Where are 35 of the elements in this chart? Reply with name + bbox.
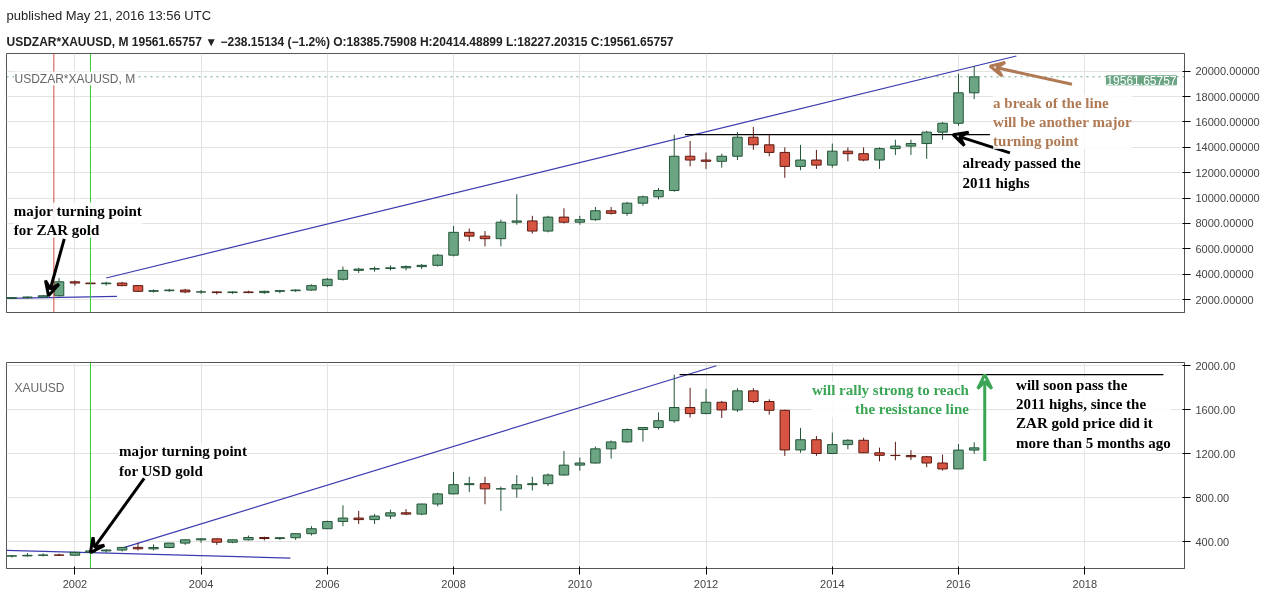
y-tick-label: 6000.00000 xyxy=(1195,242,1254,255)
ref-line-label: 19561.65757 xyxy=(1106,73,1177,88)
chart-title: published May 21, 2016 13:56 UTC xyxy=(6,7,212,23)
y-tick-label: 16000.00000 xyxy=(1195,115,1260,128)
x-tick-label: 2010 xyxy=(567,577,593,590)
y-tick-label: 14000.00000 xyxy=(1195,141,1260,154)
annotation: USDZAR*XAUUSD, M xyxy=(14,71,136,86)
y-tick-label: 1200.00 xyxy=(1195,447,1236,460)
x-tick-label: 2012 xyxy=(693,577,719,590)
y-tick-label: 12000.00000 xyxy=(1195,166,1260,179)
x-tick-label: 2002 xyxy=(62,577,88,590)
y-tick-label: 1600.00 xyxy=(1195,403,1236,416)
annotation: a break of the line will be another major turning point xyxy=(993,94,1132,150)
y-tick-label: 2000.00 xyxy=(1195,359,1236,372)
annotation: will rally strong to reach the resistance line xyxy=(812,381,970,417)
annotation: major turning point for ZAR gold xyxy=(13,202,142,238)
annotation: major turning point for USD gold xyxy=(118,443,247,479)
annotation: already passed the 2011 highs xyxy=(962,155,1081,191)
x-tick-label: 2004 xyxy=(188,577,214,590)
y-tick-label: 800.00 xyxy=(1195,491,1230,504)
y-tick-label: 8000.00000 xyxy=(1195,217,1254,230)
x-tick-label: 2008 xyxy=(441,577,466,590)
y-tick-label: 400.00 xyxy=(1195,535,1230,548)
x-tick-label: 2014 xyxy=(820,577,845,590)
y-tick-label: 20000.00000 xyxy=(1195,65,1260,78)
y-tick-label: 10000.00000 xyxy=(1195,192,1260,205)
y-tick-label: 2000.00000 xyxy=(1195,293,1254,306)
x-tick-label: 2016 xyxy=(946,577,971,590)
y-tick-label: 4000.00000 xyxy=(1195,268,1254,281)
annotation: will soon pass the 2011 highs, since the ZAR gold price did it more than 5 months ago xyxy=(1016,376,1171,451)
x-tick-label: 2006 xyxy=(315,577,340,590)
chart-subtitle: USDZAR*XAUUSD, M 19561.65757 ▼ −238.15134 (−1.2%) O:18385.75908 H:20414.48899 L:18227.20315 C:19561.65757 xyxy=(6,34,674,49)
y-tick-label: 18000.00000 xyxy=(1195,90,1260,103)
x-tick-label: 2018 xyxy=(1072,577,1098,590)
annotation: XAUUSD xyxy=(14,380,65,395)
